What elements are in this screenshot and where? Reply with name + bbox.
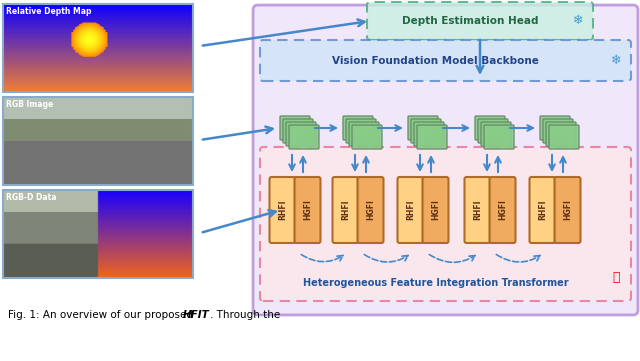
Text: Relative Depth Map: Relative Depth Map (6, 7, 92, 16)
Text: RHFI: RHFI (406, 200, 415, 220)
FancyBboxPatch shape (283, 119, 313, 143)
FancyBboxPatch shape (358, 177, 383, 243)
Text: ❄: ❄ (611, 54, 621, 67)
Text: RGB Image: RGB Image (6, 100, 53, 109)
Text: RHFI: RHFI (278, 200, 287, 220)
Bar (3, 97, 193, 185)
FancyBboxPatch shape (269, 177, 296, 243)
Text: Depth Estimation Head: Depth Estimation Head (402, 16, 538, 26)
FancyBboxPatch shape (540, 116, 570, 140)
Text: HGFI: HGFI (303, 200, 312, 221)
FancyBboxPatch shape (411, 119, 441, 143)
Text: Heterogeneous Feature Integration Transformer: Heterogeneous Feature Integration Transf… (303, 278, 568, 288)
FancyBboxPatch shape (294, 177, 321, 243)
FancyBboxPatch shape (352, 125, 382, 149)
FancyBboxPatch shape (260, 147, 631, 301)
Text: RHFI: RHFI (538, 200, 547, 220)
FancyBboxPatch shape (286, 122, 316, 146)
Text: HGFI: HGFI (498, 200, 507, 221)
FancyBboxPatch shape (490, 177, 515, 243)
Bar (3, 4, 193, 92)
FancyBboxPatch shape (414, 122, 444, 146)
FancyBboxPatch shape (529, 177, 556, 243)
FancyBboxPatch shape (343, 116, 373, 140)
Text: RHFI: RHFI (473, 200, 482, 220)
FancyBboxPatch shape (465, 177, 490, 243)
FancyBboxPatch shape (333, 177, 358, 243)
Text: HFIT: HFIT (183, 310, 210, 320)
FancyBboxPatch shape (260, 40, 631, 81)
FancyBboxPatch shape (349, 122, 379, 146)
Text: RHFI: RHFI (341, 200, 350, 220)
FancyBboxPatch shape (417, 125, 447, 149)
FancyBboxPatch shape (554, 177, 580, 243)
FancyBboxPatch shape (478, 119, 508, 143)
Bar (3, 190, 193, 278)
FancyBboxPatch shape (549, 125, 579, 149)
Text: HGFI: HGFI (431, 200, 440, 221)
FancyBboxPatch shape (253, 5, 638, 315)
FancyBboxPatch shape (481, 122, 511, 146)
Text: HGFI: HGFI (366, 200, 375, 221)
FancyBboxPatch shape (346, 119, 376, 143)
FancyBboxPatch shape (422, 177, 449, 243)
Text: 🔥: 🔥 (612, 271, 620, 284)
FancyBboxPatch shape (280, 116, 310, 140)
Text: Vision Foundation Model Backbone: Vision Foundation Model Backbone (332, 56, 539, 65)
Text: . Through the: . Through the (210, 310, 280, 320)
FancyBboxPatch shape (546, 122, 576, 146)
Text: HGFI: HGFI (563, 200, 572, 221)
Text: RGB-D Data: RGB-D Data (6, 193, 56, 202)
Text: Fig. 1: An overview of our proposed: Fig. 1: An overview of our proposed (8, 310, 196, 320)
FancyBboxPatch shape (484, 125, 514, 149)
FancyBboxPatch shape (475, 116, 505, 140)
FancyBboxPatch shape (289, 125, 319, 149)
FancyBboxPatch shape (397, 177, 424, 243)
Text: ❄: ❄ (573, 14, 583, 27)
FancyBboxPatch shape (408, 116, 438, 140)
FancyBboxPatch shape (367, 2, 593, 40)
FancyBboxPatch shape (543, 119, 573, 143)
